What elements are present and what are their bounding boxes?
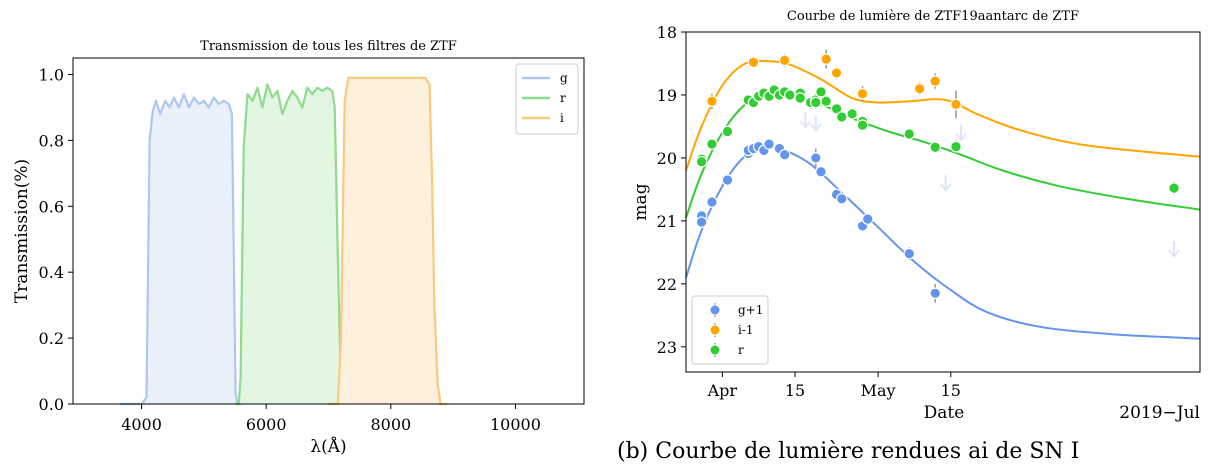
legend-label: g+1 <box>738 303 763 317</box>
filter-i-curve <box>328 76 447 406</box>
y-tick-label: 0.4 <box>39 263 64 282</box>
data-point-i-1 <box>950 98 962 111</box>
plot-frame <box>685 31 1201 373</box>
upper-limit-arrow <box>955 124 967 142</box>
data-point-r <box>695 155 708 168</box>
legend-label: r <box>738 343 744 357</box>
legend-marker-g+1 <box>709 304 721 316</box>
transmission-chart: 4000 6000 8000 10000 0.0 0.2 0.4 0.6 0.8 1.0 Trans… <box>12 39 585 457</box>
x-axis-label: Date <box>924 403 965 423</box>
x-tick-label: 8000 <box>370 415 411 434</box>
data-point-r <box>835 111 848 123</box>
legend: gri <box>515 63 579 135</box>
x-tick-label: May <box>861 381 896 400</box>
legend-label: g <box>560 71 568 85</box>
data-point-g+1 <box>903 247 916 260</box>
model-curve-i-1 <box>685 59 1201 171</box>
data-point-g+1 <box>815 165 827 178</box>
data-point-i-1 <box>778 54 791 67</box>
x-tick-label: Apr <box>707 381 738 400</box>
legend-label: r <box>560 91 566 105</box>
legend-marker-r <box>709 344 721 356</box>
filter-r-fill <box>235 84 345 405</box>
data-point-g+1 <box>721 174 734 186</box>
data-point-i-1 <box>706 95 718 108</box>
legend-marker-i-1 <box>709 324 721 336</box>
data-point-g+1 <box>809 152 822 164</box>
y-tick-label: 0.8 <box>39 131 64 150</box>
filter-g-curve <box>119 93 242 406</box>
x-tick-label: 10000 <box>490 415 541 434</box>
data-point-i-1 <box>830 67 843 79</box>
data-point-r <box>846 108 858 120</box>
data-point-g+1 <box>929 287 942 300</box>
y-tick-label: 23 <box>657 338 677 357</box>
legend-label: i-1 <box>738 323 754 337</box>
data-point-r <box>794 92 807 104</box>
y-tick-label: 18 <box>657 23 677 42</box>
data-point-i-1 <box>856 87 869 100</box>
data-point-r <box>903 128 916 140</box>
filter-r-curve <box>235 83 346 406</box>
data-point-r <box>856 119 869 131</box>
data-point-g+1 <box>778 148 791 161</box>
legend-label: i <box>560 111 564 125</box>
data-point-r <box>784 89 796 101</box>
data-point-g+1 <box>706 196 718 208</box>
upper-limit-arrow <box>1168 241 1180 258</box>
x-tick-label: 15 <box>785 381 805 400</box>
data-point-i-1 <box>820 53 832 65</box>
y-tick-label: 0.6 <box>39 197 64 216</box>
data-point-g+1 <box>695 216 708 228</box>
filter-i-fill <box>328 77 447 405</box>
upper-limit-arrow <box>799 112 812 129</box>
upper-limit-arrow <box>939 175 952 192</box>
y-axis-label: mag <box>631 183 651 220</box>
data-point-r <box>706 138 718 150</box>
data-point-r <box>929 141 942 154</box>
filter-g-fill <box>119 94 242 404</box>
figure-caption: (b) Courbe de lumière rendues ai de SN I <box>617 439 1079 464</box>
y-tick-label: 21 <box>657 212 677 231</box>
data-point-g+1 <box>861 213 874 225</box>
plot-frame <box>72 57 585 405</box>
x-tick-label: 15 <box>941 381 961 400</box>
data-point-i-1 <box>913 82 926 95</box>
data-point-r <box>830 103 843 115</box>
data-point-r <box>1168 182 1180 194</box>
data-point-r <box>815 86 827 98</box>
chart-title: Transmission de tous les filtres de ZTF <box>200 39 457 54</box>
data-point-i-1 <box>929 75 942 87</box>
y-tick-label: 0.2 <box>39 329 64 348</box>
x-tick-label: 6000 <box>246 415 287 434</box>
chart-title: Courbe de lumière de ZTF19aantarc de ZTF <box>787 9 1079 24</box>
y-tick-label: 20 <box>657 149 677 168</box>
x-tick-label: 4000 <box>121 415 162 434</box>
lightcurve-chart: Apr 15 May 15 18 19 20 21 22 23 Courbe de lumière … <box>631 9 1201 423</box>
legend: g+1 i-1 r <box>691 295 769 365</box>
upper-limit-arrow <box>810 115 822 132</box>
y-tick-label: 22 <box>657 275 677 294</box>
data-point-r <box>950 140 962 153</box>
data-point-g+1 <box>763 138 775 150</box>
data-point-r <box>820 95 832 108</box>
data-point-r <box>809 96 822 109</box>
x-axis-label: λ(Å) <box>310 436 346 457</box>
data-point-g+1 <box>835 193 848 205</box>
y-tick-label: 0.0 <box>39 395 64 414</box>
data-point-i-1 <box>747 56 760 69</box>
y-tick-label: 19 <box>657 86 677 105</box>
y-tick-label: 1.0 <box>39 65 64 84</box>
y-axis-label: Transmission(%) <box>12 159 32 303</box>
data-point-r <box>721 125 734 138</box>
date-corner-label: 2019−Jul <box>1119 403 1200 423</box>
